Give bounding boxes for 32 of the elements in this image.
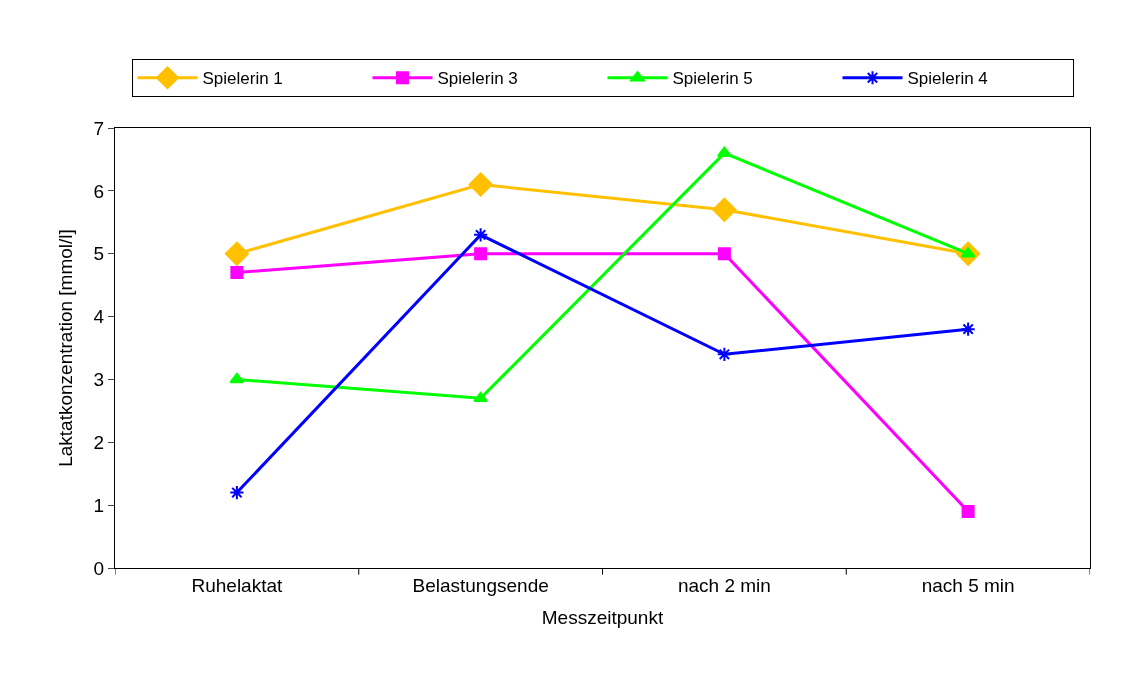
point	[473, 391, 488, 403]
x-tick-label: Ruhelaktat	[191, 574, 284, 596]
legend-label: Spielerin 5	[672, 69, 753, 89]
legend-label: Spielerin 3	[437, 69, 518, 89]
y-tick-label: 7	[93, 117, 105, 139]
y-tick-label: 4	[93, 306, 105, 328]
point	[474, 247, 488, 261]
point	[473, 227, 489, 243]
point	[716, 346, 732, 362]
y-tick-label: 6	[93, 180, 105, 202]
x-tick-label: nach 2 min	[677, 574, 771, 596]
y-tick-label: 3	[93, 369, 105, 391]
x-axis-title: Messzeitpunkt	[541, 606, 664, 628]
y-tick-label: 5	[93, 243, 105, 265]
point	[229, 372, 245, 384]
point	[961, 504, 975, 518]
point	[229, 484, 245, 501]
x-tick-label: nach 5 min	[921, 574, 1015, 596]
y-tick-label: 2	[93, 431, 105, 453]
point	[717, 247, 731, 261]
point	[712, 197, 737, 222]
y-tick-label: 1	[93, 494, 105, 516]
point	[224, 241, 249, 266]
y-tick-label: 0	[93, 557, 105, 579]
point	[717, 146, 732, 157]
legend-label: Spielerin 1	[202, 69, 283, 89]
x-tick-label: Belastungsende	[412, 574, 549, 596]
point	[960, 321, 976, 337]
y-axis-title: Laktatkonzentration [mmol/l]	[55, 229, 77, 467]
point	[468, 172, 493, 197]
legend-label: Spielerin 4	[907, 69, 988, 89]
point	[230, 266, 244, 280]
